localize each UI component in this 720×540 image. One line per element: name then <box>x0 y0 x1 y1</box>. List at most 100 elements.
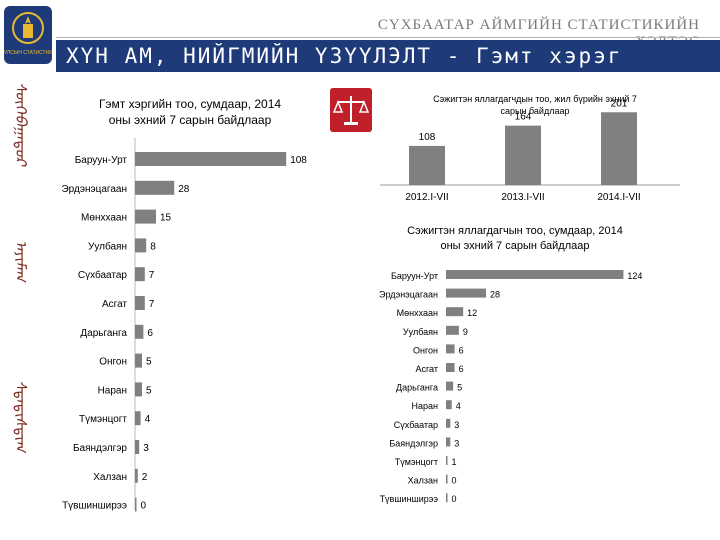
chart2-category-label: 2014.I-VII <box>597 192 640 203</box>
chart3-title-line2: оны эхний 7 сарын байдлаар <box>440 240 589 252</box>
chart3-category-label: Мөнххаан <box>397 308 438 318</box>
justice-scales-icon <box>330 88 372 132</box>
chart3-bar <box>446 456 448 465</box>
chart3-bar <box>446 400 452 410</box>
chart1-value-label: 3 <box>143 443 149 454</box>
chart3-value-label: 0 <box>452 476 457 486</box>
chart1-category-label: Түвшинширээ <box>62 501 127 512</box>
chart2-value-label: 201 <box>611 98 628 109</box>
chart3-bar <box>446 493 448 503</box>
chart3-value-label: 0 <box>452 494 457 504</box>
chart3-bar <box>446 474 448 484</box>
chart2-title-line2: сарын байдлаар <box>501 106 570 116</box>
chart1-bar <box>135 382 142 397</box>
chart1-category-label: Онгон <box>99 357 127 368</box>
chart2-title-line1: Сэжигтэн яллагдагчдын тоо, жил бүрийн эх… <box>433 94 637 104</box>
chart3-value-label: 6 <box>459 364 464 374</box>
chart1-bar <box>135 411 141 426</box>
chart1-category-label: Эрдэнэцагаан <box>61 184 127 195</box>
chart3-category-label: Уулбаян <box>403 327 438 337</box>
chart1-category-label: Халзан <box>93 472 127 483</box>
chart3-bar <box>446 288 487 298</box>
chart1-value-label: 2 <box>142 472 148 483</box>
chart3-category-label: Сүхбаатар <box>394 420 438 430</box>
chart3-category-label: Түмэнцогт <box>395 457 438 467</box>
chart3-category-label: Түвшинширээ <box>380 494 439 504</box>
chart2-value-label: 164 <box>515 112 532 123</box>
chart2-value-label: 108 <box>419 132 436 143</box>
chart3-value-label: 9 <box>463 327 468 337</box>
chart1-bar <box>135 468 138 483</box>
mongol-script-3: ᠰᠲᠠᠲᠢᠰᠲᠢᠭ <box>12 380 30 452</box>
chart1-value-label: 0 <box>141 501 147 512</box>
chart3-bar <box>446 418 451 428</box>
chart1-bar <box>135 238 147 253</box>
statistics-logo-icon: УЛСЫН СТАТИСТИК <box>4 6 52 64</box>
chart1-value-label: 15 <box>160 213 172 224</box>
logo-caption: УЛСЫН СТАТИСТИК <box>4 50 52 56</box>
chart1-value-label: 5 <box>146 385 152 396</box>
chart3-bar <box>446 381 454 391</box>
chart3-bar <box>446 307 464 317</box>
chart1-value-label: 7 <box>149 299 155 310</box>
chart1-bar <box>135 152 287 166</box>
chart1-category-label: Баяндэлгэр <box>73 443 127 454</box>
chart3-category-label: Онгон <box>413 345 438 355</box>
chart3-value-label: 3 <box>454 438 459 448</box>
chart3-category-label: Баяндэлгэр <box>389 438 438 448</box>
chart1-bar <box>135 353 142 368</box>
chart1-value-label: 8 <box>150 241 156 252</box>
chart1-category-label: Түмэнцогт <box>79 414 127 425</box>
chart1-bar <box>135 180 175 195</box>
crimes-by-soum-chart: Гэмт хэргийн тоо, сумдаар, 2014 оны эхни… <box>61 97 307 512</box>
chart1-category-label: Дарьганга <box>80 328 127 339</box>
chart1-title-line2: оны эхний 7 сарын байдлаар <box>109 113 272 127</box>
chart3-category-label: Дарьганга <box>396 383 438 393</box>
chart1-category-label: Сүхбаатар <box>78 269 128 281</box>
chart3-category-label: Наран <box>412 401 439 411</box>
chart3-bar <box>446 437 451 447</box>
left-decoration-strip: УЛСЫН СТАТИСТИК ᠰᠦᠬᠡᠪᠠᠭᠠᠲᠤᠷ ᠠᠶᠢᠮᠠᠭ ᠰᠲᠠᠲᠢ… <box>0 0 56 540</box>
chart1-value-label: 6 <box>147 328 153 339</box>
chart1-bar <box>135 497 137 512</box>
chart1-bar <box>135 296 145 310</box>
chart3-value-label: 12 <box>467 308 477 318</box>
chart2-bar <box>409 145 445 185</box>
chart2-category-label: 2012.I-VII <box>405 192 448 203</box>
chart3-value-label: 5 <box>457 383 462 393</box>
suspects-by-year-chart: Сэжигтэн яллагдагчдын тоо, жил бүрийн эх… <box>380 94 680 203</box>
chart3-category-label: Эрдэнэцагаан <box>379 290 438 300</box>
chart3-bar <box>446 270 624 279</box>
chart2-bar <box>505 125 541 185</box>
chart3-value-label: 3 <box>454 420 459 430</box>
chart1-value-label: 5 <box>146 357 152 368</box>
chart2-category-label: 2013.I-VII <box>501 192 544 203</box>
chart3-bar <box>446 363 455 372</box>
chart1-bar <box>135 267 145 282</box>
chart3-title-line1: Сэжигтэн яллагдагчын тоо, сумдаар, 2014 <box>407 225 623 237</box>
chart1-value-label: 4 <box>145 414 151 425</box>
chart1-category-label: Уулбаян <box>88 240 127 252</box>
header-divider <box>56 37 720 38</box>
chart1-category-label: Баруун-Урт <box>75 155 128 166</box>
chart3-bar <box>446 344 455 354</box>
mongol-script-2: ᠠᠶᠢᠮᠠᠭ <box>12 240 30 282</box>
chart3-category-label: Халзан <box>408 476 438 486</box>
chart1-category-label: Мөнххаан <box>81 213 127 224</box>
chart3-value-label: 1 <box>452 457 457 467</box>
chart3-value-label: 6 <box>459 345 464 355</box>
chart1-bar <box>135 440 140 454</box>
page-title: ХҮН АМ, НИЙГМИЙН ҮЗҮҮЛЭЛТ - Гэмт хэрэг <box>56 40 720 72</box>
chart3-value-label: 28 <box>490 290 500 300</box>
suspects-by-soum-chart: Сэжигтэн яллагдагчын тоо, сумдаар, 2014 … <box>379 225 642 504</box>
chart3-bar <box>446 325 459 335</box>
chart1-title-line1: Гэмт хэргийн тоо, сумдаар, 2014 <box>99 97 281 111</box>
chart3-value-label: 124 <box>627 271 642 281</box>
chart2-bar <box>601 112 637 185</box>
chart3-category-label: Баруун-Урт <box>391 271 438 281</box>
chart3-category-label: Асгат <box>415 364 438 374</box>
chart1-bar <box>135 324 144 339</box>
chart1-category-label: Наран <box>98 385 127 396</box>
chart1-category-label: Асгат <box>102 299 127 310</box>
